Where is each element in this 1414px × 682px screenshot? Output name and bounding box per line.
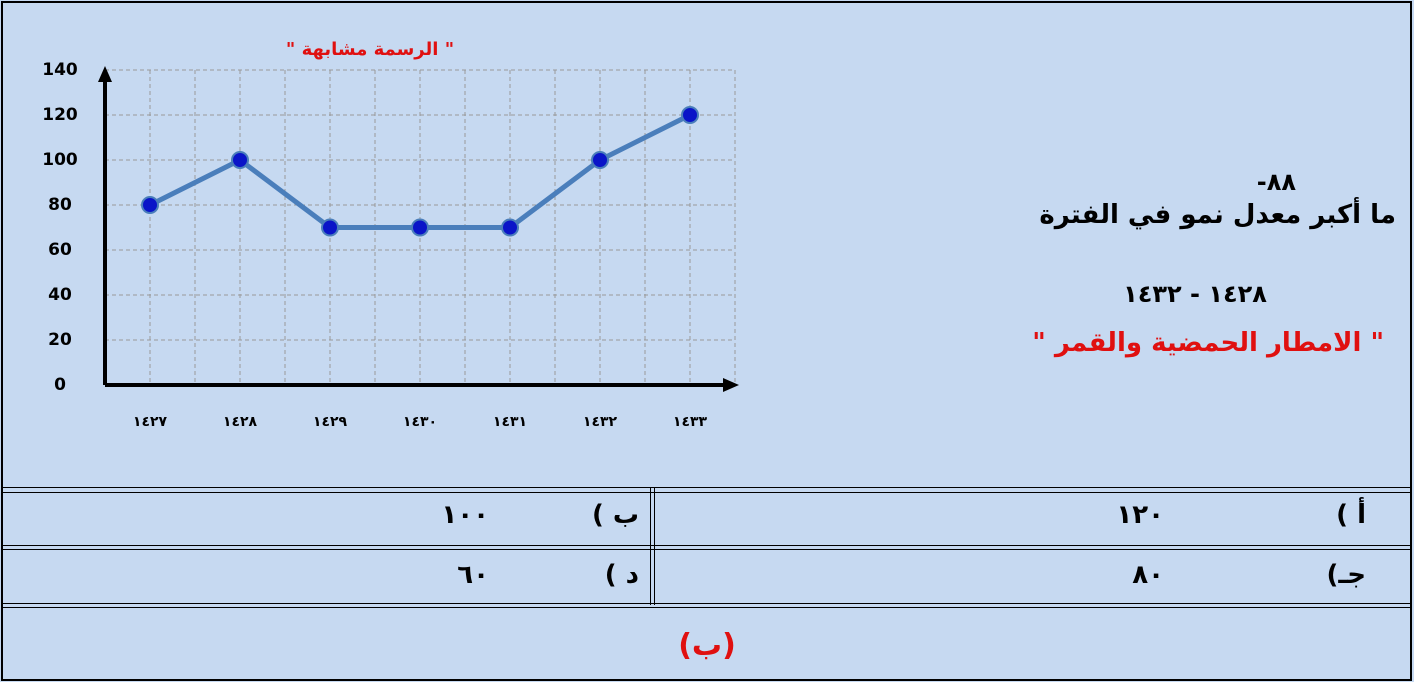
option-letter: أ ) [1336,500,1366,530]
y-tick-label: 80 [48,195,72,215]
row-line [1,487,1412,493]
y-tick-label: 120 [42,105,78,125]
y-tick-label: 40 [48,285,72,305]
x-tick-label: ١٤٢٩ [313,414,348,430]
chart-title: " الرسمة مشابهة " [286,39,454,60]
answer: (ب) [678,628,736,663]
col-line [650,488,655,605]
marker [411,218,429,237]
marker [681,106,699,124]
border [1,1,1412,3]
y-tick-label: 0 [54,375,66,395]
row-line [1,545,1412,550]
question-number: ٨٨- [1256,168,1296,196]
border [1,1,3,681]
y-tick-label: 100 [42,150,78,170]
option-value: ٨٠ [1132,560,1164,590]
x-tick-label: ١٤٢٧ [133,414,168,430]
x-tick-label: ١٤٣٢ [583,414,618,430]
option-letter: د ) [604,560,639,590]
x-tick-label: ١٤٣٠ [403,414,437,430]
x-arrow [723,378,739,392]
y-tick-label: 140 [42,60,78,80]
question-topic: " الامطار الحمضية والقمر " [1032,328,1384,358]
x-tick-label: ١٤٣١ [493,414,527,430]
y-tick-label: 60 [48,240,72,260]
y-tick-label: 20 [48,330,72,350]
question-period: ١٤٢٨ - ١٤٣٢ [1123,280,1267,308]
border [1,679,1412,681]
option-value: ١٢٠ [1116,500,1164,530]
x-tick-label: ١٤٣٣ [673,414,708,430]
question-text: ما أكبر معدل نمو في الفترة [1039,200,1396,230]
option-value: ١٠٠ [441,500,489,530]
marker [231,151,249,169]
option-value: ٦٠ [457,560,489,590]
x-tick-label: ١٤٢٨ [223,414,258,430]
option-letter: ب ) [591,500,639,530]
y-arrow [98,66,112,82]
row-line [1,603,1412,608]
marker [501,218,519,237]
border [1410,1,1412,681]
chart: " الرسمة مشابهة " 0 20 40 60 80 100 120 140 ١٤٢٧… [42,39,739,430]
marker [321,218,339,237]
marker [591,151,609,169]
marker [141,196,159,214]
option-letter: جـ) [1326,560,1366,590]
